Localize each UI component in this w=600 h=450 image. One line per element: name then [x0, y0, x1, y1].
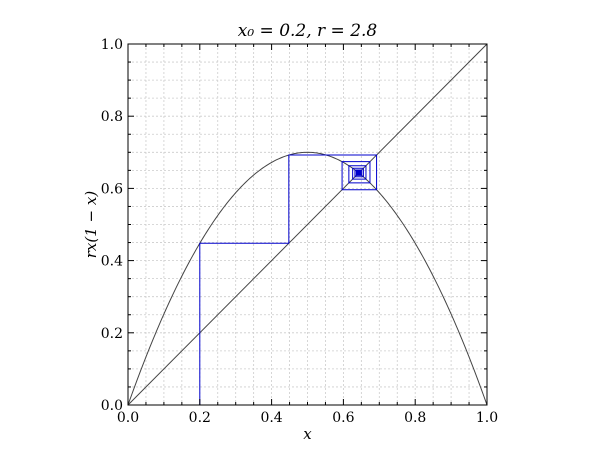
x-tick-label: 0.6	[332, 410, 354, 426]
y-tick-label: 0.4	[101, 254, 123, 270]
x-axis-label: x	[303, 425, 312, 443]
x-tick-label: 0.8	[404, 410, 426, 426]
y-tick-label: 0.2	[101, 326, 123, 342]
x-tick-label: 0.2	[189, 410, 211, 426]
logistic-curve	[127, 151, 488, 406]
chart-title: x₀ = 0.2, r = 2.8	[238, 21, 378, 41]
y-tick-label: 1.0	[101, 37, 123, 53]
y-tick-label: 0.8	[101, 109, 123, 125]
y-tick-label: 0.6	[101, 181, 123, 197]
x-tick-label: 1.0	[476, 410, 498, 426]
y-tick-label: 0.0	[101, 398, 123, 414]
grid	[128, 44, 487, 405]
x-tick-label: 0.4	[260, 410, 282, 426]
ticks: 0.0 0.2 0.4 0.6 0.8 1.0 0.0 0.2 0.4 0.6 0.8 1.0	[101, 37, 498, 426]
series	[127, 43, 488, 406]
cobweb-path	[199, 154, 378, 405]
identity-line	[127, 43, 488, 406]
x-tick-label: 0.0	[117, 410, 139, 426]
y-axis-label: rx(1 − x)	[82, 191, 100, 259]
